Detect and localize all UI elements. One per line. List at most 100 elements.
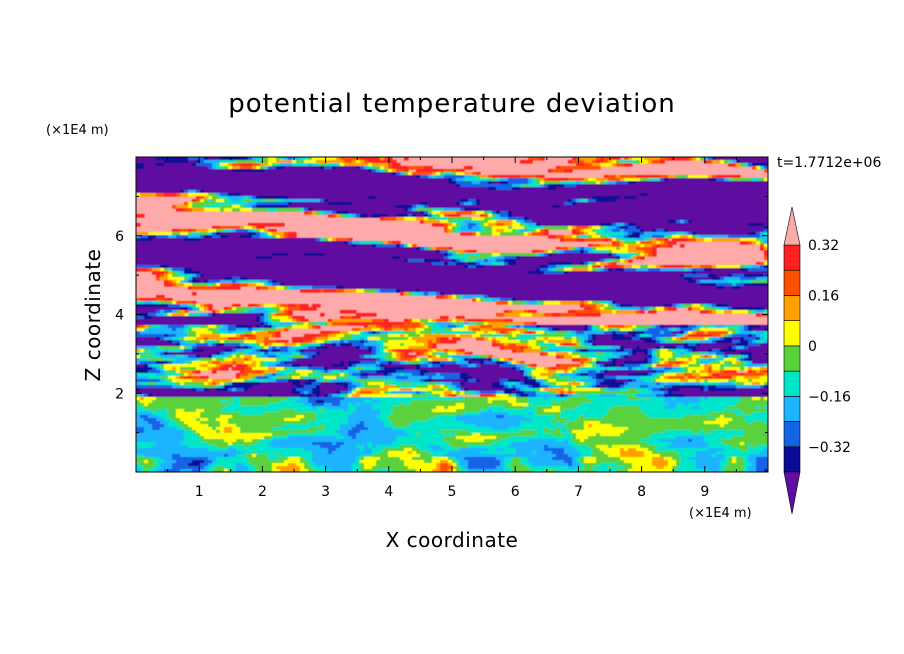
contour-cell [232, 280, 237, 284]
contour-cell [564, 238, 577, 242]
contour-cell [748, 268, 768, 272]
contour-cell [360, 166, 365, 170]
contour-cell [428, 376, 433, 380]
contour-cell [340, 361, 345, 365]
contour-cell [408, 208, 413, 212]
contour-cell [352, 241, 361, 245]
contour-cell [148, 358, 165, 362]
contour-cell [448, 229, 453, 233]
contour-cell [520, 457, 529, 461]
contour-cell [600, 226, 605, 230]
contour-cell [232, 427, 241, 431]
contour-cell [548, 235, 557, 239]
contour-cell [156, 460, 165, 464]
contour-cell [300, 373, 309, 377]
contour-cell [420, 454, 433, 458]
contour-cell [176, 355, 185, 359]
contour-cell [244, 367, 253, 371]
contour-cell [700, 283, 717, 287]
contour-cell [248, 343, 257, 347]
contour-cell [364, 421, 385, 425]
contour-cell [760, 232, 765, 236]
contour-cell [524, 346, 529, 350]
contour-cell [460, 376, 473, 380]
contour-cell [664, 400, 701, 404]
contour-cell [628, 157, 633, 161]
contour-cell [136, 466, 145, 470]
contour-cell [604, 415, 649, 419]
contour-cell [556, 250, 561, 254]
contour-cell [180, 271, 185, 275]
contour-cell [568, 391, 573, 395]
contour-cell [704, 325, 709, 329]
contour-cell [156, 163, 165, 167]
contour-cell [168, 268, 173, 272]
contour-cell [528, 385, 533, 389]
contour-cell [580, 235, 589, 239]
contour-cell [700, 373, 709, 377]
contour-cell [296, 343, 301, 347]
contour-cell [764, 238, 768, 242]
contour-cell [200, 412, 241, 416]
contour-cell [276, 328, 285, 332]
contour-cell [736, 388, 768, 392]
contour-cell [312, 325, 317, 329]
contour-cell [732, 307, 765, 311]
contour-cell [272, 433, 289, 437]
contour-cell [608, 466, 613, 470]
contour-cell [516, 343, 529, 347]
contour-cell [536, 253, 541, 257]
contour-cell [136, 256, 257, 260]
contour-cell [184, 385, 201, 389]
contour-cell [696, 379, 701, 383]
contour-cell [412, 373, 421, 377]
contour-cell [728, 460, 733, 464]
contour-cell [136, 253, 273, 257]
contour-cell [452, 382, 461, 386]
contour-cell [444, 382, 453, 386]
contour-cell [180, 274, 193, 278]
contour-cell [548, 370, 557, 374]
contour-cell [692, 271, 697, 275]
contour-cell [496, 214, 501, 218]
contour-cell [208, 367, 213, 371]
contour-cell [604, 304, 609, 308]
contour-cell [668, 370, 685, 374]
contour-cell [220, 385, 225, 389]
contour-cell [224, 325, 229, 329]
contour-cell [588, 385, 593, 389]
contour-cell [724, 334, 729, 338]
contour-cell [608, 412, 645, 416]
contour-cell [436, 331, 441, 335]
contour-cell [528, 457, 553, 461]
contour-cell [700, 364, 705, 368]
contour-cell [688, 235, 693, 239]
contour-cell [324, 400, 341, 404]
contour-cell [732, 376, 737, 380]
contour-cell [756, 310, 765, 314]
contour-cell [336, 391, 341, 395]
contour-cell [572, 370, 577, 374]
contour-cell [140, 298, 157, 302]
contour-cell [436, 355, 441, 359]
contour-cell [152, 352, 157, 356]
contour-cell [312, 403, 325, 407]
contour-cell [392, 361, 401, 365]
contour-cell [668, 391, 673, 395]
contour-cell [276, 370, 281, 374]
contour-cell [420, 379, 425, 383]
contour-cell [200, 199, 205, 203]
contour-cell [360, 373, 369, 377]
contour-cell [476, 298, 481, 302]
contour-cell [240, 199, 245, 203]
contour-cell [200, 238, 317, 242]
contour-cell [564, 388, 569, 392]
contour-cell [516, 385, 529, 389]
contour-cell [436, 373, 441, 377]
contour-cell [580, 232, 585, 236]
contour-cell [192, 388, 197, 392]
contour-cell [732, 178, 753, 182]
contour-cell [468, 325, 481, 329]
contour-cell [172, 280, 177, 284]
contour-cell [448, 217, 473, 221]
